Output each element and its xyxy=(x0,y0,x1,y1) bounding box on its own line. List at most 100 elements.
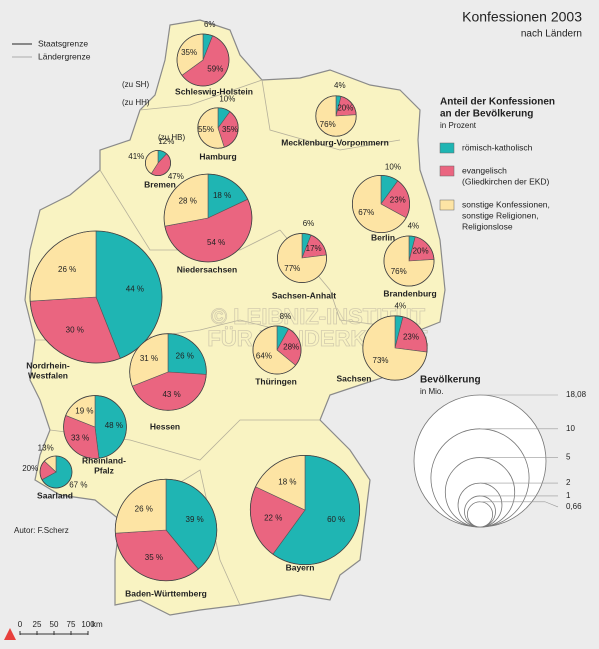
legend-label: sonstige Konfessionen, xyxy=(462,199,550,209)
state-name: Saarland xyxy=(37,490,73,500)
annotation: (zu SH) xyxy=(122,80,149,89)
value-label: 17% xyxy=(306,244,322,253)
state-name: Baden-Württemberg xyxy=(125,588,207,598)
size-legend-subtitle: in Mio. xyxy=(420,387,444,396)
legend-label: sonstige Religionen, xyxy=(462,210,539,220)
pie-outline xyxy=(163,173,253,263)
scale-unit: km xyxy=(92,620,103,629)
state-name: Niedersachsen xyxy=(177,264,237,274)
size-label: 0,66 xyxy=(566,502,582,511)
value-label: 6% xyxy=(204,20,216,29)
pie-outline xyxy=(249,454,361,566)
state-name: Berlin xyxy=(371,232,395,242)
pie-outline xyxy=(114,478,218,582)
legend-subtitle: in Prozent xyxy=(440,121,477,130)
annotation: (zu HH) xyxy=(122,98,150,107)
value-label: 33 % xyxy=(71,434,89,443)
pie-outline xyxy=(277,233,327,283)
state-name: Bremen xyxy=(144,179,176,189)
size-leader xyxy=(480,501,559,508)
value-label: 59% xyxy=(207,65,223,74)
state-name: Schleswig-Holstein xyxy=(175,86,253,96)
pie-outline xyxy=(144,149,172,177)
logo xyxy=(4,628,16,640)
germany xyxy=(24,19,446,616)
value-label: 44 % xyxy=(126,285,144,294)
state-name: Mecklenburg-Vorpommern xyxy=(281,137,389,147)
pie-outline xyxy=(63,395,127,459)
value-label: 67 % xyxy=(69,480,87,489)
value-label: 10% xyxy=(219,94,235,103)
value-label: 22 % xyxy=(264,513,282,522)
value-label: 8% xyxy=(280,312,292,321)
value-label: 76% xyxy=(391,267,407,276)
value-label: 20% xyxy=(337,103,353,112)
value-label: 4% xyxy=(395,301,407,310)
pie-outline xyxy=(351,174,411,234)
state-name: Brandenburg xyxy=(383,288,436,298)
value-label: 60 % xyxy=(327,515,345,524)
legend-title: Anteil der Konfessionen xyxy=(440,97,555,108)
legend-swatch xyxy=(439,199,455,211)
value-label: 35% xyxy=(181,48,197,57)
value-label: 26 % xyxy=(58,265,76,274)
value-label: 19 % xyxy=(75,407,93,416)
author: Autor: F.Scherz xyxy=(14,526,69,535)
legend-swatch xyxy=(439,142,455,154)
state-name: Thüringen xyxy=(255,376,297,386)
size-circle xyxy=(466,501,494,528)
legend-label: (Gliedkirchen der EKD) xyxy=(462,176,550,186)
size-legend-title: Bevölkerung xyxy=(420,375,481,386)
value-label: 55% xyxy=(198,125,214,134)
pie-outline xyxy=(383,235,435,287)
title: Konfessionen 2003 xyxy=(462,9,582,25)
value-label: 41% xyxy=(128,152,144,161)
value-label: 73% xyxy=(373,356,389,365)
state-name: Sachsen xyxy=(337,373,372,383)
state-name: Pfalz xyxy=(94,465,114,475)
scale-label: 75 xyxy=(67,620,76,629)
legend-label: Religionslose xyxy=(462,221,513,231)
value-label: 77% xyxy=(284,264,300,273)
size-label: 18,08 xyxy=(566,390,587,399)
size-label: 10 xyxy=(566,424,575,433)
value-label: 20% xyxy=(22,464,38,473)
pie-outline xyxy=(29,230,163,364)
value-label: 35 % xyxy=(145,553,163,562)
value-label: 30 % xyxy=(66,326,84,335)
value-label: 47% xyxy=(168,172,184,181)
value-label: 54 % xyxy=(207,238,225,247)
state-name: Rheinland- xyxy=(82,455,126,465)
value-label: 67% xyxy=(358,208,374,217)
pie-outline xyxy=(362,315,428,381)
value-label: 6% xyxy=(303,219,315,228)
scale-label: 100 xyxy=(81,620,95,629)
value-label: 4% xyxy=(334,81,346,90)
value-label: 4% xyxy=(408,221,420,230)
pie-outline xyxy=(129,333,207,411)
value-label: 31 % xyxy=(140,354,158,363)
state-name: Hessen xyxy=(150,421,180,431)
state-name: Sachsen-Anhalt xyxy=(272,290,336,300)
state-name: Westfalen xyxy=(28,370,68,380)
value-label: 43 % xyxy=(162,390,180,399)
pie-outline xyxy=(39,455,73,489)
annotation: (zu HB) xyxy=(158,133,185,142)
pie-outline xyxy=(176,33,230,87)
value-label: 26 % xyxy=(135,504,153,513)
state-name: Nordrhein- xyxy=(26,360,70,370)
value-label: 20% xyxy=(413,247,429,256)
value-label: 12% xyxy=(158,137,174,146)
value-label: 28 % xyxy=(179,196,197,205)
value-label: 48 % xyxy=(105,421,123,430)
legend-label: Ländergrenze xyxy=(38,51,91,61)
value-label: 76% xyxy=(320,120,336,129)
value-label: 18 % xyxy=(278,477,296,486)
scale-label: 50 xyxy=(50,620,59,629)
value-label: 39 % xyxy=(186,515,204,524)
size-label: 1 xyxy=(566,491,571,500)
legend-title: an der Bevölkerung xyxy=(440,109,533,120)
scale-label: 0 xyxy=(18,620,23,629)
size-label: 5 xyxy=(566,453,571,462)
